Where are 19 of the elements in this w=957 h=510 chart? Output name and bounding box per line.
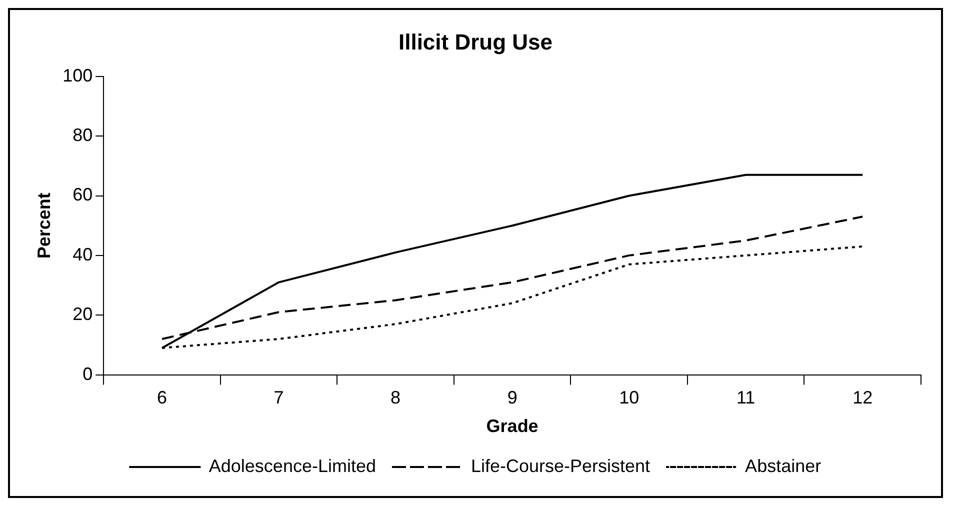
x-tick-label: 12	[852, 388, 873, 408]
x-tick-label: 11	[736, 388, 756, 408]
x-tick-label: 7	[274, 388, 284, 408]
y-tick-label: 60	[72, 184, 93, 205]
legend-label: Life-Course-Persistent	[470, 456, 650, 476]
y-tick-label: 80	[72, 125, 93, 146]
legend-label: Abstainer	[745, 456, 822, 476]
x-tick-label: 6	[157, 388, 168, 408]
chart-title: Illicit Drug Use	[398, 29, 553, 54]
x-tick-label: 9	[507, 388, 518, 408]
x-axis-title: Grade	[486, 416, 538, 436]
x-tick-label: 8	[390, 388, 401, 408]
y-tick-label: 40	[72, 244, 93, 264]
y-tick-label: 20	[72, 304, 93, 324]
y-tick-label: 0	[82, 364, 93, 384]
y-tick-label: 100	[62, 65, 93, 86]
legend-label: Adolescence-Limited	[208, 456, 376, 476]
y-axis-title: Percent	[34, 192, 54, 259]
x-tick-label: 10	[619, 388, 640, 408]
